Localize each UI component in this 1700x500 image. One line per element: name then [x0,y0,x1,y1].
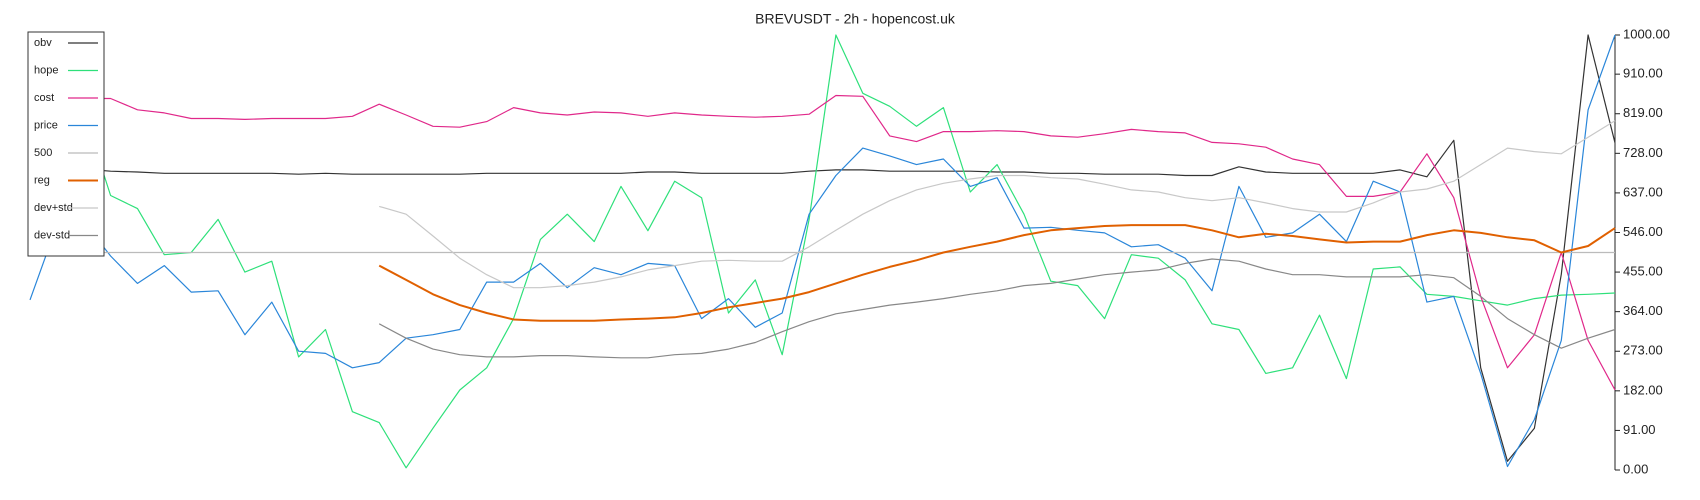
y-tick-label: 819.00 [1623,105,1663,120]
series-line [378,224,1616,322]
y-tick-label: 0.00 [1623,461,1648,476]
y-tick-label: 364.00 [1623,303,1663,318]
y-tick-label: 546.00 [1623,224,1663,239]
y-tick-label: 182.00 [1623,382,1663,397]
legend-box [27,31,105,257]
y-tick-label: 91.00 [1623,422,1656,437]
legend-label: cost [34,92,54,104]
y-tick-label: 910.00 [1623,66,1663,81]
legend-label: 500 [34,147,52,159]
series-line [378,258,1616,359]
legend-label: price [34,119,58,131]
series-line [379,120,1616,289]
legend-label: dev+std [34,202,73,214]
legend-label: dev-std [34,229,70,241]
legend-label: reg [34,174,50,186]
series-line [29,92,1616,391]
chart-title: BREVUSDT - 2h - hopencost.uk [755,11,956,27]
series-line [29,34,1616,468]
series-line [29,34,1616,462]
legend: obv hope cost price 500 reg dev+std dev-std [27,31,105,257]
y-tick-label: 455.00 [1623,264,1663,279]
y-tick-label: 273.00 [1623,343,1663,358]
legend-label: hope [34,64,58,76]
series-line [29,34,1616,469]
y-tick-label: 1000.00 [1623,26,1670,41]
y-tick-label: 728.00 [1623,145,1663,160]
y-tick-label: 637.00 [1623,184,1663,199]
legend-label: obv [34,37,52,49]
